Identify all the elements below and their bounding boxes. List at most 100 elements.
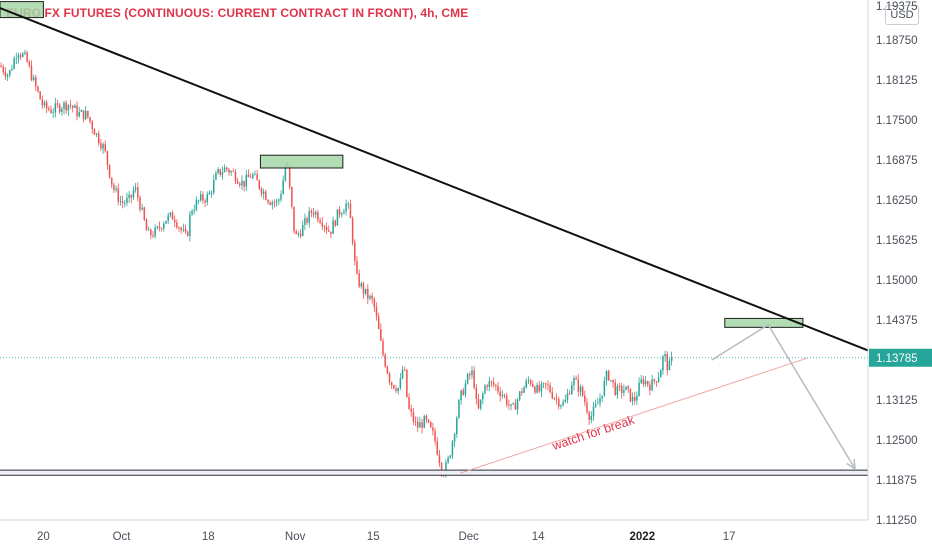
price-tick-label: 1.11250 [876, 515, 917, 527]
candle-body [360, 283, 363, 287]
candle-body [388, 373, 391, 383]
candle-body [588, 412, 590, 420]
price-tick-label: 1.16250 [876, 195, 918, 207]
candle-body [273, 202, 276, 204]
candle-body [445, 462, 447, 475]
candle-body [653, 379, 656, 382]
candle-body [265, 191, 267, 200]
candle-body [69, 104, 72, 106]
candle-body [373, 298, 376, 308]
time-tick-label: 2022 [630, 531, 656, 543]
candle-body [536, 385, 538, 393]
candle-body [226, 167, 228, 170]
candle-body [314, 212, 317, 215]
candle-body [2, 66, 5, 73]
candle-body [438, 454, 441, 464]
candle-body [668, 361, 671, 371]
currency-button[interactable]: USD [885, 5, 919, 25]
candle-body [299, 233, 302, 236]
candle-body [395, 388, 397, 392]
candle-body [399, 378, 402, 388]
candle-body [553, 398, 556, 399]
candle-body [206, 194, 208, 203]
price-axis[interactable]: 1.18750 1.18125 1.17500 1.16875 1.16250 1.156… [869, 1, 932, 527]
price-tick-label: 1.13125 [876, 395, 918, 407]
candle-body [254, 174, 256, 175]
candle-body [421, 422, 423, 428]
candle-body [304, 218, 306, 225]
candle-body [323, 226, 326, 228]
candle-body [217, 169, 219, 174]
price-tick-label: 1.18125 [876, 75, 918, 87]
candle-body [614, 382, 616, 395]
candle-body [499, 391, 501, 397]
candle-body [475, 387, 478, 400]
candle-body [306, 218, 308, 223]
candle-body [514, 403, 517, 410]
candle-body [386, 366, 389, 374]
candle-body [158, 226, 161, 229]
candle-body [629, 388, 632, 402]
time-axis[interactable]: 20 Oct 18 Nov 15 Dec 14 2022 17 [37, 531, 736, 543]
candle-body [601, 395, 603, 399]
candle-body [633, 396, 636, 401]
candle-body [230, 171, 232, 173]
price-tick-label: 1.17500 [876, 115, 918, 127]
candle-body [293, 206, 295, 232]
candle-body [215, 173, 217, 180]
candle-body [429, 421, 432, 428]
candle-body [670, 356, 673, 362]
candle-body [258, 180, 261, 189]
candle-body [330, 231, 332, 234]
candle-body [15, 57, 18, 59]
candle-body [364, 288, 367, 294]
candle-body [451, 441, 454, 456]
candle-body [590, 415, 593, 420]
candle-body [358, 273, 360, 287]
candle-body [408, 396, 410, 409]
time-tick-label: Dec [458, 531, 479, 543]
candle-body [113, 184, 115, 190]
candle-body [150, 229, 152, 236]
candle-body [256, 174, 258, 181]
candle-body [76, 105, 78, 117]
candle-body [356, 261, 358, 274]
candle-body [501, 395, 504, 397]
forecast-arrowhead [846, 458, 856, 471]
candle-body [384, 354, 386, 367]
candle-body [141, 207, 143, 210]
candle-body [354, 242, 356, 262]
candle-body [124, 202, 126, 204]
candle-body [176, 222, 178, 228]
candle-body [605, 371, 608, 381]
candle-body [249, 177, 252, 178]
candle-body [22, 53, 24, 57]
candle-body [184, 229, 187, 232]
price-tick-label: 1.19375 [876, 1, 918, 13]
candles-layer [0, 49, 673, 478]
candle-body [56, 103, 59, 105]
candle-body [566, 393, 569, 400]
candle-body [651, 379, 653, 391]
candle-body [334, 220, 337, 226]
candle-body [380, 329, 382, 341]
candle-body [160, 228, 163, 229]
candle-body [189, 214, 191, 236]
candle-body [143, 207, 146, 220]
candle-body [67, 104, 70, 111]
candle-body [427, 419, 430, 422]
candle-body [482, 393, 484, 400]
candle-body [458, 400, 460, 419]
candle-body [4, 72, 7, 77]
candle-body [336, 209, 339, 226]
time-tick-label: 14 [532, 531, 545, 543]
candle-body [232, 171, 235, 173]
candle-body [325, 226, 328, 231]
candle-body [503, 395, 506, 396]
candle-body [35, 77, 37, 87]
candle-body [464, 383, 467, 395]
candle-body [586, 402, 588, 413]
candle-body [163, 223, 165, 229]
candle-body [93, 129, 96, 135]
